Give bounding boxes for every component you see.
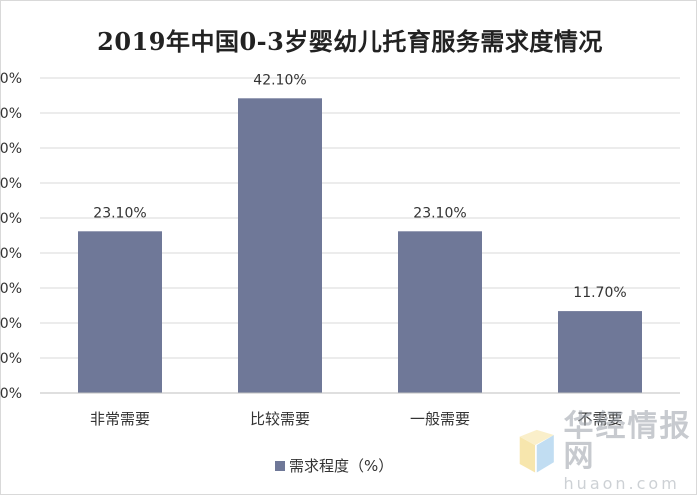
bars — [78, 98, 642, 394]
y-tick-label: 0.00% — [0, 386, 22, 402]
y-tick-label: 30.00% — [0, 176, 22, 192]
legend-label: 需求程度（%） — [289, 457, 394, 475]
x-tick-label: 一般需要 — [410, 410, 470, 428]
legend-swatch — [275, 460, 285, 471]
bar-value-label: 23.10% — [413, 205, 466, 221]
watermark-cn: 华经情报网 — [563, 409, 692, 474]
watermark: 华经情报网 huaon.com — [518, 412, 700, 492]
y-tick-label: 45.00% — [0, 71, 22, 87]
chart-title: 2019年中国0-3岁婴幼儿托育服务需求度情况 — [97, 27, 603, 56]
x-axis-labels: 非常需要 比较需要 一般需要 不需要 — [90, 410, 623, 428]
bar — [238, 98, 322, 394]
y-tick-label: 35.00% — [0, 141, 22, 157]
legend: 需求程度（%） — [275, 455, 393, 476]
value-labels: 23.10% 42.10% 23.10% 11.70% — [93, 72, 626, 301]
y-tick-label: 20.00% — [0, 246, 22, 262]
bar — [78, 231, 162, 393]
y-tick-label: 15.00% — [0, 281, 22, 297]
y-axis-ticks: 0.00% 5.00% 10.00% 15.00% 20.00% 25.00% 30.00%… — [0, 71, 22, 402]
y-tick-label: 10.00% — [0, 316, 22, 332]
y-tick-label: 5.00% — [0, 351, 22, 367]
y-tick-label: 25.00% — [0, 211, 22, 227]
huaon-logo-icon — [519, 429, 554, 473]
bar-value-label: 23.10% — [93, 205, 146, 221]
y-tick-label: 40.00% — [0, 106, 22, 122]
x-tick-label: 比较需要 — [250, 410, 310, 428]
bar-value-label: 42.10% — [253, 72, 306, 88]
bar — [558, 311, 642, 393]
bar-value-label: 11.70% — [573, 285, 626, 301]
x-tick-label: 非常需要 — [90, 410, 150, 428]
x-tick-label: 不需要 — [577, 410, 622, 428]
watermark-en: huaon.com — [563, 474, 680, 493]
bar — [398, 231, 482, 393]
